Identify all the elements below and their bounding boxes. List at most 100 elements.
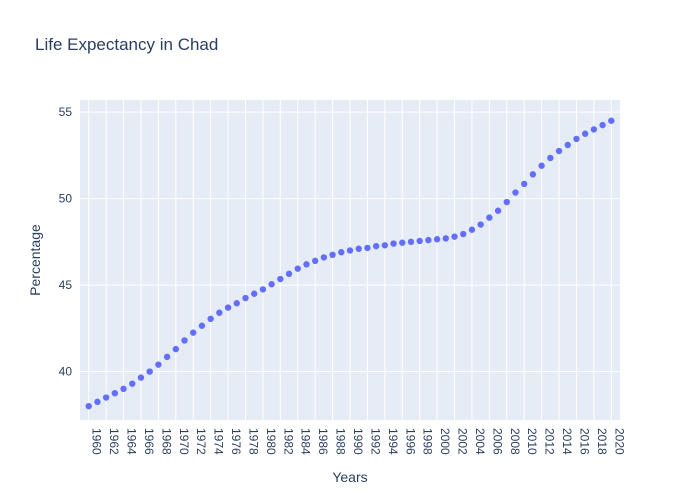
data-point [198,322,206,329]
x-tick-label: 1980 [264,428,278,455]
data-point [303,261,310,268]
x-tick-label: 1996 [403,428,417,455]
data-point [372,242,380,250]
data-point [155,361,162,368]
x-tick-label: 2006 [490,428,504,455]
y-tick-label: 45 [59,278,73,292]
data-point [590,126,598,133]
data-point [564,141,571,149]
x-tick-label: 2004 [473,428,487,455]
x-tick-label: 2018 [595,428,609,455]
data-point [486,214,493,221]
data-point [390,240,397,247]
x-tick-label: 1970 [177,428,191,455]
data-point [608,117,615,124]
data-point [547,154,554,162]
x-tick-label: 1998 [421,428,435,455]
data-point [163,353,171,361]
data-point [233,300,240,307]
data-point [407,238,415,246]
data-point [129,380,136,387]
data-point [250,290,258,297]
data-point [224,304,232,311]
x-tick-label: 1992 [368,428,382,455]
data-point [494,207,502,214]
data-point [503,198,510,206]
data-point [285,270,293,278]
data-point [207,315,214,323]
data-point [311,257,319,265]
x-axis-ticks: 1960 1962 1964 1966 1968 1970 1972 1974 1976 1978… [90,428,627,455]
data-point [433,236,441,243]
data-point [146,368,153,375]
x-tick-label: 1990 [351,428,365,455]
x-tick-label: 1972 [194,428,208,455]
grid-lines [80,100,620,420]
data-point [120,385,127,393]
x-tick-label: 1986 [316,428,330,455]
x-tick-label: 1964 [125,428,139,455]
x-tick-label: 2010 [525,428,539,455]
data-point [216,309,223,316]
y-axis-ticks: 40 45 50 55 [59,105,73,378]
x-tick-label: 1974 [212,428,226,455]
data-point [338,249,345,256]
data-point [555,147,563,155]
data-point [94,398,101,406]
data-point [468,226,476,233]
data-point [268,281,275,288]
data-point [259,286,267,293]
x-tick-label: 2002 [456,428,470,455]
data-point [399,239,406,246]
x-tick-label: 1982 [281,428,295,455]
x-tick-label: 1984 [299,428,313,455]
data-point [381,242,389,249]
x-tick-label: 1968 [159,428,173,455]
x-tick-label: 1966 [142,428,156,455]
data-point [416,237,423,245]
data-point [181,337,188,344]
data-point [85,402,92,410]
x-tick-label: 2020 [612,428,626,455]
x-tick-label: 2000 [438,428,452,455]
data-point [477,221,484,228]
x-tick-label: 1962 [107,428,121,455]
x-tick-label: 1978 [246,428,260,455]
x-tick-label: 2012 [543,428,557,455]
y-axis-title: Percentage [27,224,43,296]
data-point [425,236,432,244]
data-point [520,180,528,188]
data-point [538,162,545,169]
x-tick-label: 1976 [229,428,243,455]
x-tick-label: 1994 [386,428,400,455]
x-tick-label: 2016 [577,428,591,455]
data-point [294,265,301,272]
data-point [512,189,519,196]
chart-title: Life Expectancy in Chad [35,35,218,54]
x-tick-label: 2014 [560,428,574,455]
data-point [111,389,119,397]
data-point [172,345,180,353]
x-tick-label: 1960 [90,428,104,455]
data-point [573,135,580,143]
data-point [137,374,145,381]
data-point [329,251,336,259]
x-axis-title: Years [332,469,367,485]
data-point [460,230,467,238]
data-point [442,235,450,242]
data-point [102,394,110,401]
data-point [581,130,589,137]
y-tick-label: 40 [59,365,73,379]
data-point [242,294,249,302]
y-tick-label: 55 [59,105,73,119]
data-point [190,329,197,336]
data-point [451,233,458,240]
data-points [85,117,615,410]
x-tick-label: 2008 [508,428,522,455]
data-point [277,275,284,283]
y-tick-label: 50 [59,192,73,206]
data-point [346,247,354,254]
data-point [529,171,537,178]
